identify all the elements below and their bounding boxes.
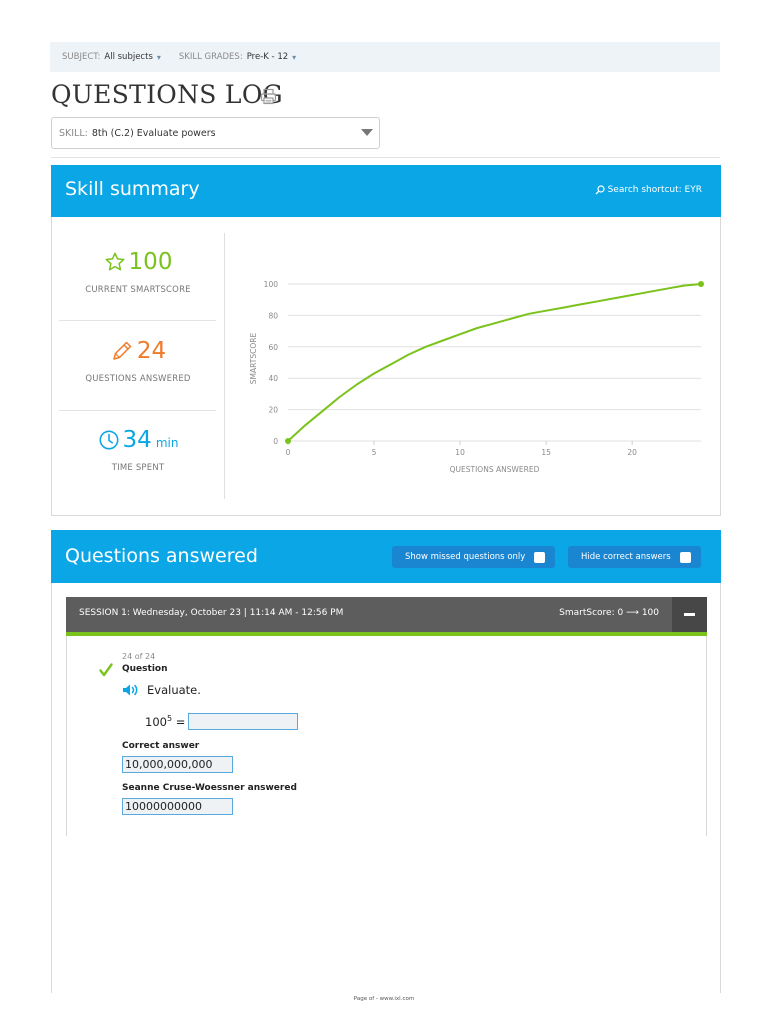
show-missed-label: Show missed questions only [405, 552, 526, 562]
grades-filter-value[interactable]: Pre-K - 12 [246, 52, 289, 62]
minus-icon [684, 613, 695, 616]
y-tick-label: 60 [268, 343, 278, 352]
skill-select[interactable]: SKILL: 8th (C.2) Evaluate powers [51, 117, 380, 149]
skill-select-label: SKILL: [59, 127, 88, 139]
session-title: SESSION 1: Wednesday, October 23 | 11:14… [79, 608, 344, 618]
hide-correct-checkbox[interactable] [679, 551, 691, 563]
star-icon [105, 252, 124, 271]
data-point [285, 438, 291, 444]
time-spent-value: 34 [122, 427, 152, 453]
questions-answered-stat: 24 QUESTIONS ANSWERED [52, 338, 224, 384]
question-panel [66, 636, 707, 836]
questions-answered-header: Questions answered Show missed questions… [51, 530, 721, 583]
expression-base: 100 [145, 714, 167, 729]
session-header[interactable]: SESSION 1: Wednesday, October 23 | 11:14… [66, 597, 707, 632]
time-spent-label: TIME SPENT [111, 463, 165, 473]
session-smartscore: SmartScore: 0 ⟶ 100 [559, 608, 659, 618]
x-tick-label: 15 [541, 448, 551, 457]
search-shortcut-text: Search shortcut: EYR [607, 185, 702, 195]
x-tick-label: 0 [286, 448, 291, 457]
time-spent-unit: min [155, 436, 179, 450]
session-divider [66, 632, 707, 636]
smartscore-label: CURRENT SMARTSCORE [85, 285, 191, 295]
y-tick-label: 80 [268, 311, 278, 320]
checkmark-icon [99, 663, 113, 677]
questions-answered-panel [51, 583, 721, 993]
y-tick-label: 100 [264, 280, 279, 289]
subject-filter-label: SUBJECT: [62, 52, 101, 62]
y-tick-label: 40 [268, 374, 278, 383]
x-tick-label: 5 [372, 448, 377, 457]
x-tick-label: 10 [455, 448, 465, 457]
filter-bar: SUBJECT: All subjects ▾ SKILL GRADES: Pr… [50, 42, 720, 72]
data-point [698, 281, 704, 287]
subject-filter-value[interactable]: All subjects [104, 52, 153, 62]
divider [59, 320, 216, 321]
divider [59, 410, 216, 411]
y-tick-label: 20 [268, 406, 278, 415]
divider [51, 157, 720, 158]
hide-correct-label: Hide correct answers [581, 552, 671, 562]
skill-summary-panel: 100 CURRENT SMARTSCORE 24 QUESTIONS ANSW… [51, 217, 721, 516]
skill-summary-title: Skill summary [65, 178, 200, 200]
y-tick-label: 0 [273, 437, 278, 446]
x-axis-label: QUESTIONS ANSWERED [450, 465, 540, 474]
time-spent-stat: 34 min TIME SPENT [52, 427, 224, 473]
chevron-down-icon[interactable]: ▾ [156, 52, 161, 62]
search-icon [595, 185, 605, 195]
smartscore-chart: 0 20 40 60 80 100 0 5 10 15 20 QUESTIONS ANSWERED SM… [249, 280, 704, 474]
show-missed-checkbox[interactable] [534, 551, 546, 563]
hide-correct-toggle[interactable]: Hide correct answers [568, 546, 701, 568]
page-footer: Page of - www.ixl.com [353, 996, 415, 1002]
series-line [287, 283, 702, 442]
skill-summary-header: Skill summary Search shortcut: EYR [51, 165, 721, 217]
grades-filter-label: SKILL GRADES: [178, 52, 243, 62]
smartscore-value: 100 [128, 249, 173, 275]
clock-icon [99, 430, 119, 450]
question-prompt: Evaluate. [147, 683, 201, 697]
correct-answer-value: 10,000,000,000 [122, 756, 233, 773]
correct-answer-label: Correct answer [122, 741, 200, 751]
expression-exponent: 5 [166, 714, 173, 723]
pencil-icon [113, 341, 132, 360]
speaker-icon[interactable] [122, 683, 142, 697]
question-expression: 1005 = [145, 714, 185, 729]
student-answer-value: 10000000000 [122, 798, 233, 815]
y-axis-label: SMARTSCORE [249, 333, 258, 385]
x-tick-label: 20 [627, 448, 637, 457]
student-answer-label: Seanne Cruse-Woessner answered [122, 783, 297, 793]
chevron-down-icon[interactable]: ▾ [292, 52, 297, 62]
printer-icon[interactable] [260, 88, 277, 105]
search-shortcut[interactable]: Search shortcut: EYR [595, 185, 702, 195]
show-missed-toggle[interactable]: Show missed questions only [392, 546, 555, 568]
skill-select-value: 8th (C.2) Evaluate powers [91, 127, 216, 139]
collapse-button[interactable] [672, 597, 707, 632]
divider [224, 233, 225, 499]
answer-input [188, 713, 298, 730]
smartscore-stat: 100 CURRENT SMARTSCORE [52, 249, 224, 295]
expression-equals: = [172, 714, 186, 729]
questions-answered-title: Questions answered [65, 545, 258, 567]
question-label: Question [122, 664, 168, 674]
questions-answered-value: 24 [136, 338, 167, 364]
dropdown-caret-icon[interactable] [361, 129, 373, 136]
questions-answered-label: QUESTIONS ANSWERED [85, 374, 191, 384]
page-title: QUESTIONS LOG [51, 80, 283, 109]
question-counter: 24 of 24 [122, 652, 156, 661]
